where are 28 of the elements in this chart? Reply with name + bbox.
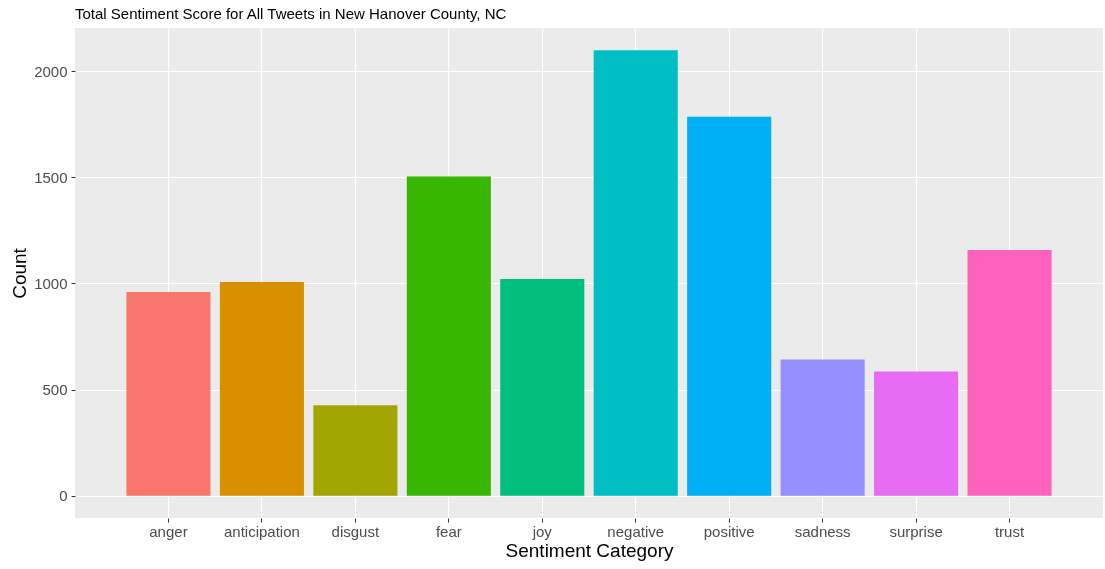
y-tick-label: 1500 [34,168,68,186]
bar [780,359,865,496]
x-tick-label: negative [607,522,665,540]
bar [500,278,585,496]
bar [313,405,398,496]
bar [406,176,491,496]
y-tick-label: 2000 [34,62,68,80]
bar [967,250,1052,496]
y-tick-label: 0 [59,487,68,505]
x-axis-title: Sentiment Category [505,539,674,561]
x-tick-label: anger [149,522,188,540]
bar [687,116,772,496]
x-tick-label: fear [435,522,462,540]
x-tick-label: trust [994,522,1025,540]
chart-title: Total Sentiment Score for All Tweets in New Hanover County, NC [75,5,507,22]
x-tick-label: anticipation [223,522,300,540]
y-tick-label: 500 [42,381,68,399]
x-tick-label: positive [703,522,755,540]
bar [219,281,304,496]
bar [593,50,678,496]
x-tick-label: sadness [794,522,851,540]
bar [874,371,959,496]
y-axis-title: Count [9,247,31,299]
x-tick-label: joy [531,522,553,540]
y-tick-label: 1000 [34,274,68,292]
bar [126,291,211,496]
x-tick-label: disgust [331,522,380,540]
x-tick-label: surprise [889,522,943,540]
